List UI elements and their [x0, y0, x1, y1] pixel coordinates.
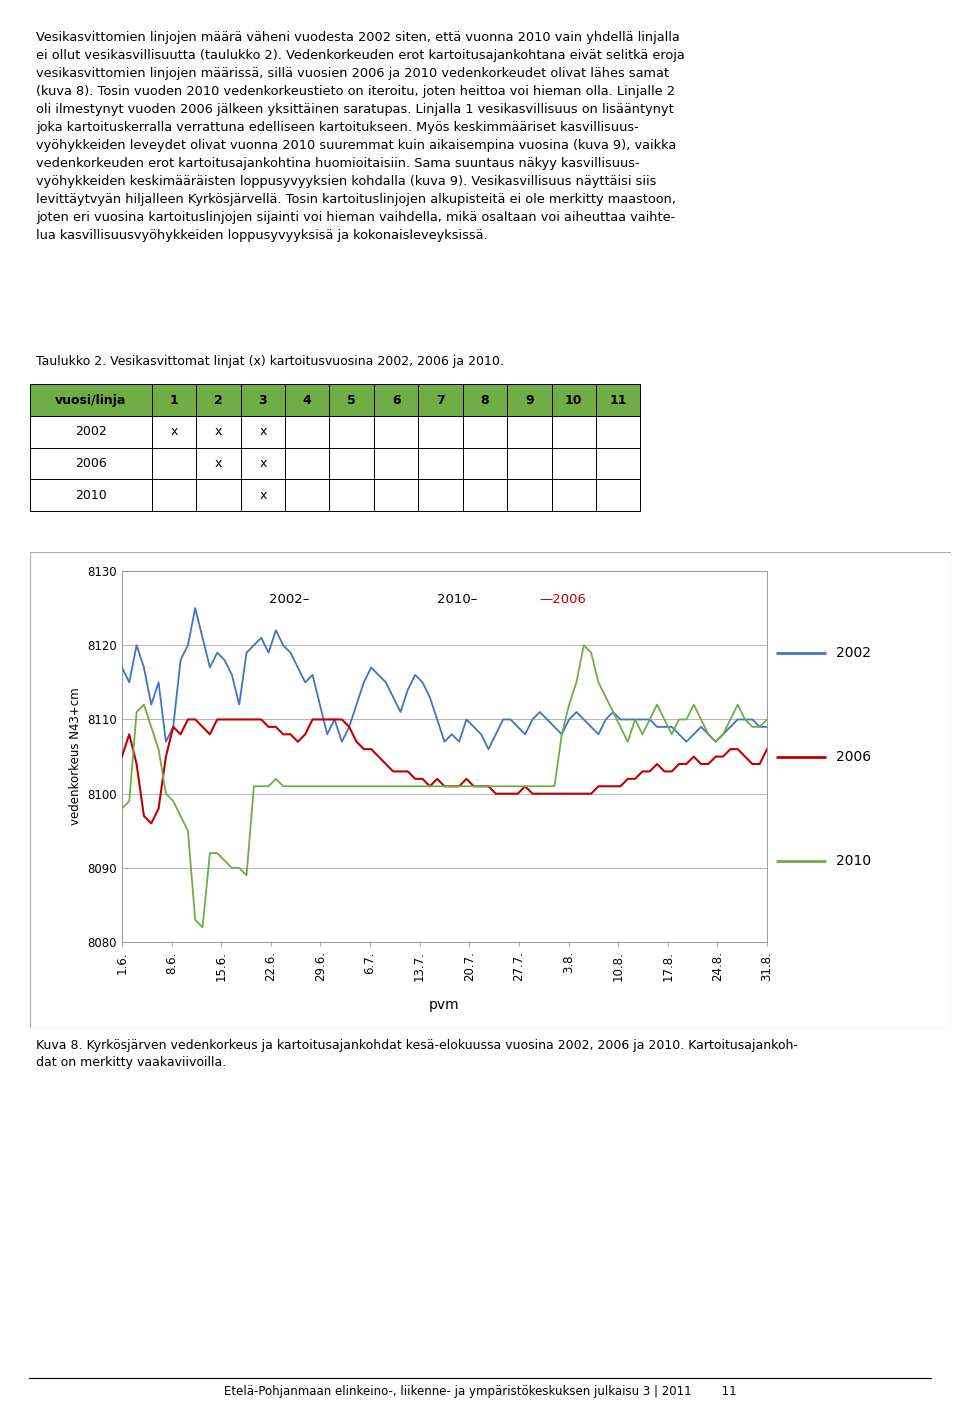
Bar	[507, 479, 551, 511]
Bar	[507, 448, 551, 479]
Bar	[596, 448, 640, 479]
Bar	[196, 448, 241, 479]
Bar	[373, 479, 419, 511]
Bar	[373, 448, 419, 479]
Text: 2006: 2006	[75, 458, 107, 470]
Bar	[30, 448, 152, 479]
Bar	[152, 479, 196, 511]
Bar	[596, 417, 640, 448]
Bar	[285, 384, 329, 417]
Bar	[419, 417, 463, 448]
Bar	[329, 417, 373, 448]
Bar	[196, 479, 241, 511]
Bar	[463, 448, 507, 479]
X-axis label: pvm: pvm	[429, 998, 460, 1012]
Y-axis label: vedenkorkeus N43+cm: vedenkorkeus N43+cm	[69, 687, 82, 825]
Text: 4: 4	[303, 394, 312, 407]
Text: x: x	[259, 425, 267, 438]
Text: vuosi/linja: vuosi/linja	[55, 394, 127, 407]
Bar	[373, 384, 419, 417]
Text: x: x	[170, 425, 178, 438]
Text: 6: 6	[392, 394, 400, 407]
Bar	[507, 417, 551, 448]
Text: 11: 11	[610, 394, 627, 407]
Text: Taulukko 2. Vesikasvittomat linjat (x) kartoitusvuosina 2002, 2006 ja 2010.: Taulukko 2. Vesikasvittomat linjat (x) k…	[36, 355, 504, 367]
Text: 2010–: 2010–	[437, 593, 477, 607]
Text: 2002: 2002	[836, 646, 871, 659]
Text: 2006: 2006	[836, 749, 871, 763]
Text: 5: 5	[348, 394, 356, 407]
Bar	[463, 384, 507, 417]
Text: 8: 8	[481, 394, 490, 407]
Text: 2002: 2002	[75, 425, 107, 438]
Text: 10: 10	[565, 394, 583, 407]
Bar	[463, 417, 507, 448]
Text: 7: 7	[436, 394, 444, 407]
Bar	[285, 479, 329, 511]
Bar	[285, 417, 329, 448]
Bar	[241, 479, 285, 511]
Text: x: x	[215, 425, 222, 438]
Text: x: x	[259, 458, 267, 470]
Bar	[551, 417, 596, 448]
Bar	[329, 479, 373, 511]
Text: 2: 2	[214, 394, 223, 407]
Text: Vesikasvittomien linjojen määrä väheni vuodesta 2002 siten, että vuonna 2010 vai: Vesikasvittomien linjojen määrä väheni v…	[36, 31, 685, 242]
Text: 2010: 2010	[75, 489, 107, 501]
Bar	[551, 384, 596, 417]
Text: 2002–: 2002–	[269, 593, 309, 607]
Bar	[152, 384, 196, 417]
Bar	[551, 479, 596, 511]
Text: x: x	[215, 458, 222, 470]
Bar	[285, 448, 329, 479]
Bar	[152, 417, 196, 448]
Text: 9: 9	[525, 394, 534, 407]
Bar	[329, 448, 373, 479]
Bar	[551, 448, 596, 479]
Bar	[329, 384, 373, 417]
Bar	[30, 384, 152, 417]
Bar	[30, 479, 152, 511]
Bar	[596, 479, 640, 511]
Bar	[196, 384, 241, 417]
Bar	[30, 417, 152, 448]
Bar	[241, 448, 285, 479]
Bar	[419, 479, 463, 511]
Text: 3: 3	[258, 394, 267, 407]
Bar	[373, 417, 419, 448]
Bar	[241, 417, 285, 448]
Bar	[596, 384, 640, 417]
Text: —2006: —2006	[540, 593, 587, 607]
Text: x: x	[259, 489, 267, 501]
Bar	[463, 479, 507, 511]
Bar	[419, 384, 463, 417]
Bar	[241, 384, 285, 417]
Bar	[419, 448, 463, 479]
Bar	[507, 384, 551, 417]
Text: 2010: 2010	[836, 853, 871, 867]
Text: Etelä-Pohjanmaan elinkeino-, liikenne- ja ympäristökeskuksen julkaisu 3 | 2011  : Etelä-Pohjanmaan elinkeino-, liikenne- j…	[224, 1385, 736, 1398]
Bar	[152, 448, 196, 479]
Bar	[196, 417, 241, 448]
Text: 1: 1	[170, 394, 179, 407]
Text: Kuva 8. Kyrkösjärven vedenkorkeus ja kartoitusajankohdat kesä-elokuussa vuosina : Kuva 8. Kyrkösjärven vedenkorkeus ja kar…	[36, 1039, 799, 1069]
